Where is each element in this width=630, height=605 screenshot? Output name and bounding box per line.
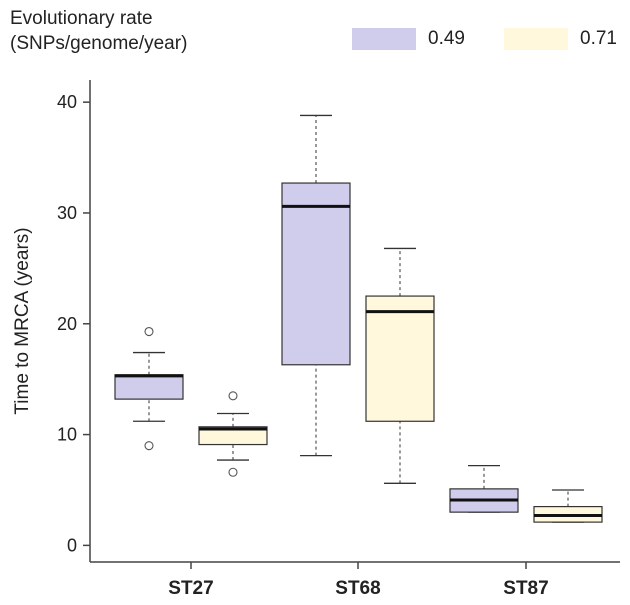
y-tick-label-40: 40 (57, 92, 77, 112)
legend-label-series-2: 0.71 (580, 28, 617, 49)
x-tick-label-ST87: ST87 (503, 578, 548, 599)
box-series-2-ST68 (365, 295, 435, 422)
y-axis-title: Time to MRCA (years) (12, 227, 33, 414)
y-tick-label-20: 20 (57, 314, 77, 334)
y-tick-label-0: 0 (67, 535, 77, 555)
y-tick-label-30: 30 (57, 203, 77, 223)
legend-title-line-1: Evolutionary rate (10, 8, 153, 29)
x-tick-label-ST68: ST68 (335, 578, 380, 599)
legend-label-series-1: 0.49 (428, 28, 465, 49)
outlier-series-2-ST27-1 (228, 467, 238, 477)
legend-title: Evolutionary rate (SNPs/genome/year) (10, 6, 187, 56)
box-series-1-ST27 (114, 374, 184, 400)
legend-swatch-series-1 (352, 28, 416, 50)
x-tick-label-ST27: ST27 (168, 578, 213, 599)
outlier-series-1-ST27-2 (144, 326, 154, 337)
outlier-series-1-ST27-1 (144, 441, 154, 451)
y-tick-label-10: 10 (57, 425, 77, 445)
legend-swatch-series-2 (504, 28, 568, 50)
outlier-series-2-ST27-2 (228, 391, 238, 401)
box-series-2-ST27 (198, 426, 268, 446)
legend-title-line-2: (SNPs/genome/year) (10, 33, 188, 54)
box-series-1-ST68 (281, 182, 351, 366)
